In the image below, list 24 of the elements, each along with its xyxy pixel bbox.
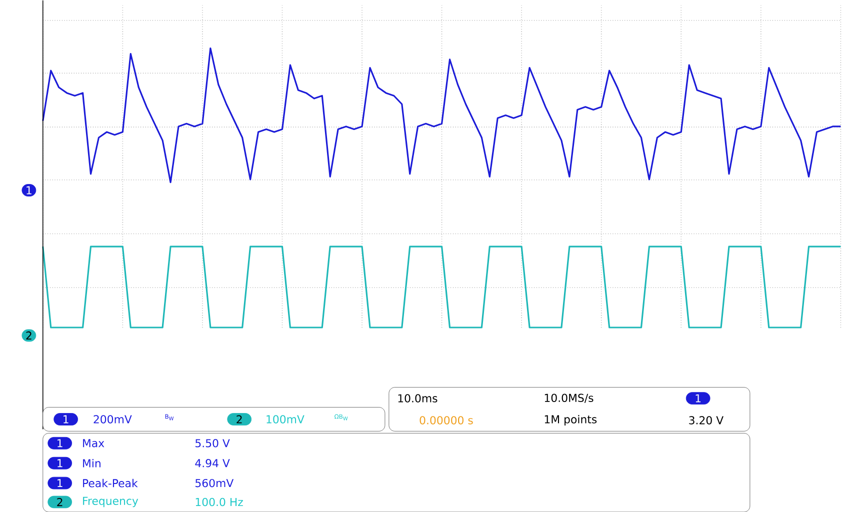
text: 200mV — [94, 415, 132, 424]
text: 2 — [26, 331, 32, 340]
text: Max — [83, 439, 104, 448]
text: 560mV — [196, 478, 234, 488]
text: 1 — [26, 186, 32, 194]
text: 10.0ms — [398, 394, 438, 402]
text: 1 — [58, 478, 62, 487]
text: 3.20 V — [689, 416, 724, 424]
text: Min — [83, 458, 100, 468]
text: 10.0MS/s — [544, 394, 594, 403]
text: 5.50 V — [196, 438, 230, 448]
legend-label: 1 — [696, 394, 701, 402]
text: 100.0 Hz — [196, 498, 243, 506]
text: 0.00000 s — [420, 416, 473, 424]
legend-label: 2 — [236, 415, 242, 424]
text: Peak-Peak — [83, 478, 138, 488]
text: 4.94 V — [195, 458, 230, 468]
text: 100mV — [266, 415, 304, 424]
text: 1 — [58, 439, 62, 448]
text: 2 — [57, 498, 62, 506]
text: Frequency — [83, 496, 138, 508]
text: 1 — [64, 415, 68, 424]
text: 1 — [58, 459, 62, 468]
text: 1M points — [544, 414, 597, 426]
